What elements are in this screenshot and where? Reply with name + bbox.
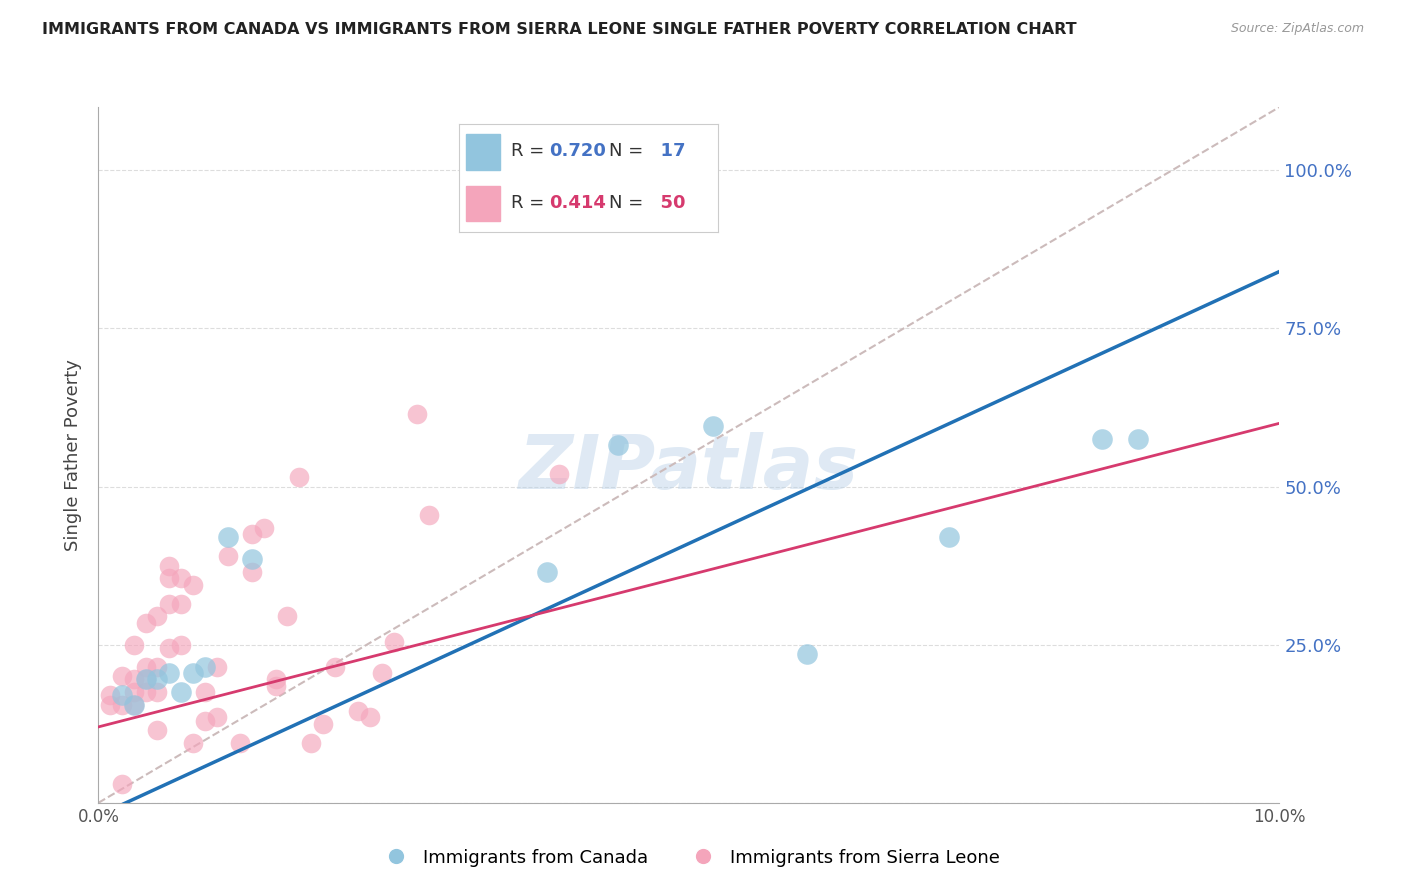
Point (157, 640, 180, 655)
Point (264, 673, 287, 687)
Point (406, 407, 429, 421)
Point (122, 638, 145, 652)
Point (194, 714, 217, 728)
Text: ZIPatlas: ZIPatlas (519, 433, 859, 506)
Point (548, 467, 571, 481)
Point (276, 609, 298, 624)
Point (170, 597, 193, 611)
Point (135, 673, 157, 687)
Point (288, 470, 311, 484)
Point (122, 698, 145, 712)
Point (312, 716, 335, 731)
Point (796, 647, 818, 661)
Point (111, 688, 134, 702)
Point (536, 565, 558, 579)
Point (217, 549, 239, 563)
Point (98, 688, 121, 702)
Point (135, 615, 157, 630)
Point (146, 660, 169, 674)
Point (157, 558, 180, 573)
Point (1091, 432, 1114, 446)
Point (264, 679, 287, 693)
Point (229, 736, 252, 750)
Point (181, 577, 204, 591)
Point (253, 521, 276, 535)
Point (240, 565, 263, 579)
Point (1126, 432, 1149, 446)
Point (194, 685, 217, 699)
Point (465, 157, 488, 171)
Point (938, 530, 960, 544)
Point (146, 673, 169, 687)
Point (170, 638, 193, 652)
Point (347, 704, 370, 718)
Point (205, 660, 228, 674)
Text: IMMIGRANTS FROM CANADA VS IMMIGRANTS FROM SIERRA LEONE SINGLE FATHER POVERTY COR: IMMIGRANTS FROM CANADA VS IMMIGRANTS FRO… (42, 22, 1077, 37)
Point (170, 571, 193, 585)
Point (418, 508, 440, 522)
Point (194, 660, 217, 674)
Point (181, 666, 204, 681)
Point (122, 673, 145, 687)
Point (146, 609, 169, 624)
Point (111, 777, 134, 791)
Text: Source: ZipAtlas.com: Source: ZipAtlas.com (1230, 22, 1364, 36)
Point (371, 666, 394, 681)
Point (157, 571, 180, 585)
Point (146, 723, 169, 737)
Point (111, 698, 134, 712)
Point (181, 736, 204, 750)
Point (157, 666, 180, 681)
Legend: Immigrants from Canada, Immigrants from Sierra Leone: Immigrants from Canada, Immigrants from … (371, 841, 1007, 874)
Point (122, 685, 145, 699)
Point (217, 530, 239, 544)
Point (299, 736, 322, 750)
Point (382, 634, 405, 648)
Point (111, 669, 134, 683)
Point (240, 527, 263, 541)
Point (323, 660, 346, 674)
Point (157, 597, 180, 611)
Point (146, 685, 169, 699)
Point (98, 698, 121, 712)
Point (135, 673, 157, 687)
Point (170, 685, 193, 699)
Point (702, 419, 724, 434)
Point (359, 710, 381, 724)
Point (135, 660, 157, 674)
Point (205, 710, 228, 724)
Point (135, 685, 157, 699)
Point (240, 552, 263, 566)
Y-axis label: Single Father Poverty: Single Father Poverty (65, 359, 83, 551)
Point (607, 438, 630, 452)
Point (122, 698, 145, 712)
